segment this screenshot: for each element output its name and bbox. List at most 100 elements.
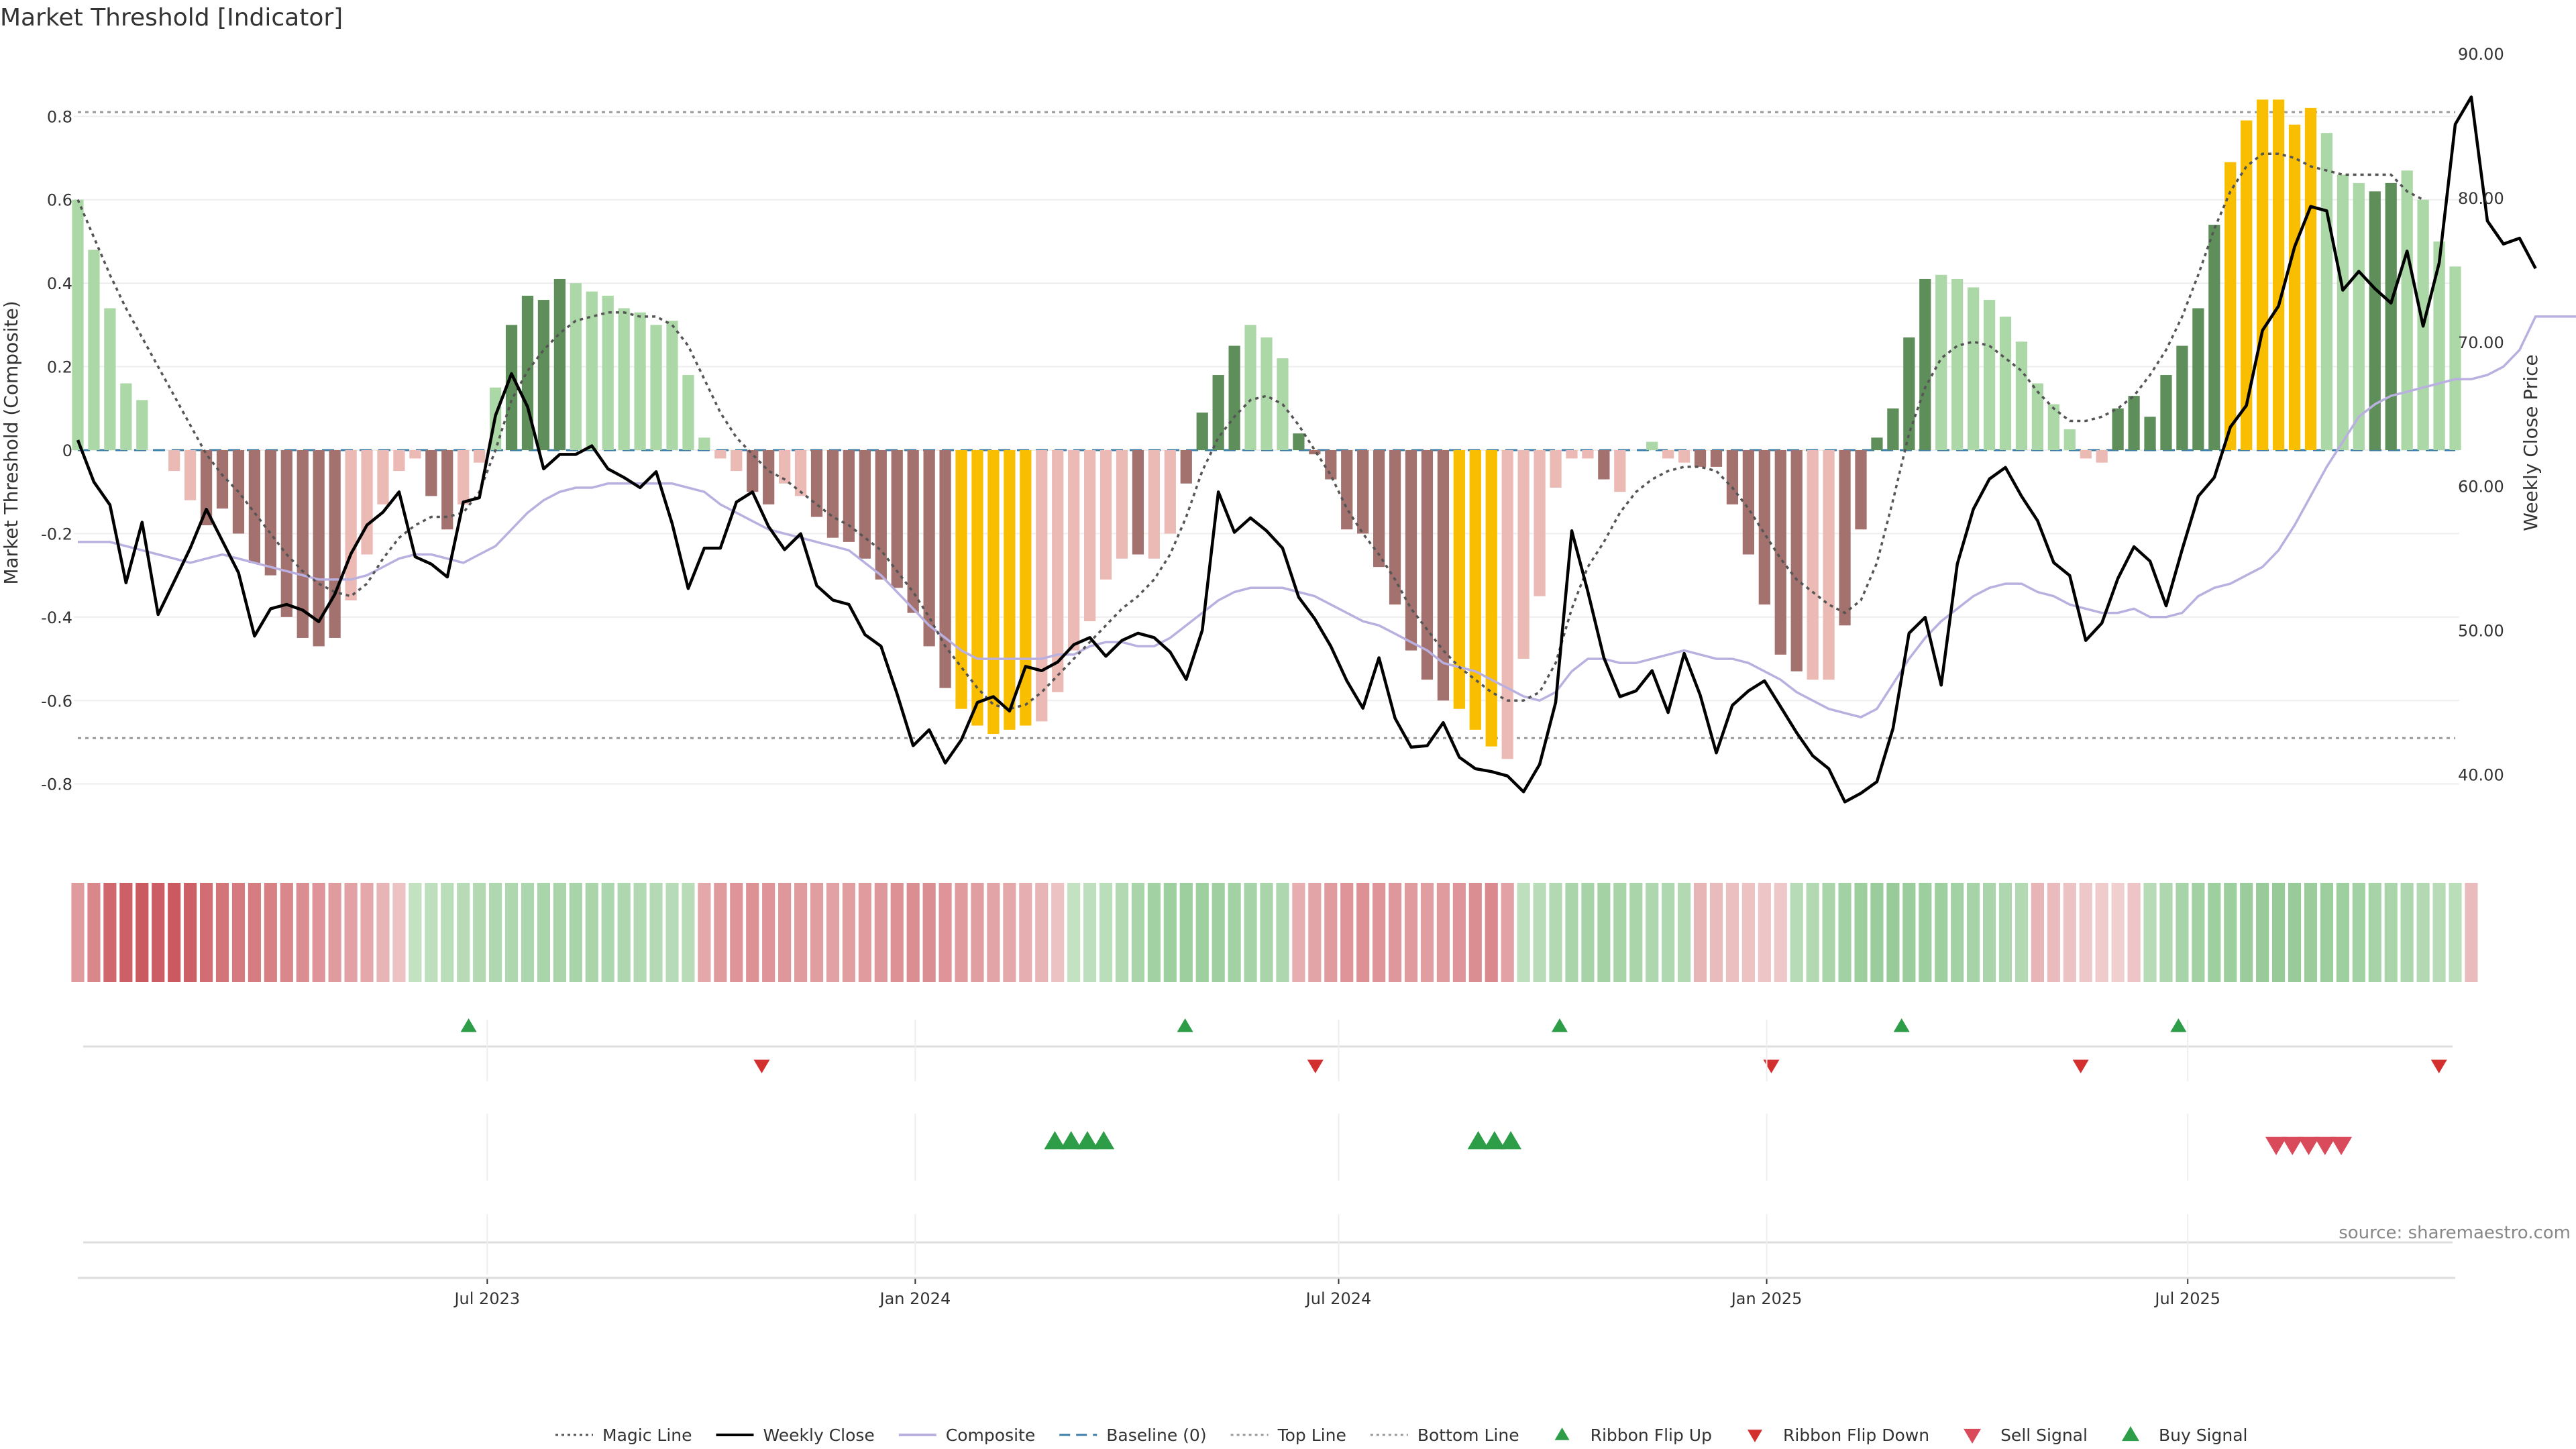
histogram-bar: [1084, 450, 1095, 621]
ribbon-cell: [2449, 883, 2461, 982]
ribbon-cell: [441, 883, 453, 982]
ribbon-cell: [1581, 883, 1594, 982]
histogram-bar: [1550, 450, 1561, 488]
ribbon-cell: [2176, 883, 2188, 982]
ribbon-cell: [1678, 883, 1690, 982]
histogram-bar: [1807, 450, 1819, 680]
ribbon-cell: [1485, 883, 1498, 982]
ribbon-cell: [1276, 883, 1289, 982]
histogram-bar: [1678, 450, 1690, 463]
ribbon-cell: [1902, 883, 1915, 982]
ribbon-cell: [1565, 883, 1578, 982]
ribbon-cell: [1597, 883, 1610, 982]
ribbon-cell: [1356, 883, 1369, 982]
ribbon-cell: [2320, 883, 2333, 982]
ribbon-cell: [1116, 883, 1128, 982]
histogram-bar: [1614, 450, 1625, 492]
ribbon-cell: [232, 883, 245, 982]
ribbon-cell: [1886, 883, 1899, 982]
ribbon-cell: [152, 883, 164, 982]
histogram-bar: [393, 450, 405, 471]
ribbon-cell: [955, 883, 967, 982]
ribbon-cell: [2337, 883, 2349, 982]
histogram-bar: [1470, 450, 1481, 730]
x-tick-label: Jul 2024: [1305, 1289, 1372, 1308]
ribbon-cell: [2272, 883, 2285, 982]
y-left-tick-label: -0.2: [41, 525, 72, 543]
legend-swatch: [1555, 1428, 1570, 1440]
y-left-tick-label: -0.6: [41, 692, 72, 710]
histogram-bar: [2224, 162, 2236, 450]
ribbon-cell: [537, 883, 550, 982]
ribbon-cell: [1212, 883, 1225, 982]
ribbon-cell: [473, 883, 486, 982]
ribbon-cell: [2224, 883, 2237, 982]
histogram-bar: [1228, 345, 1240, 450]
legend-item: Baseline (0): [1059, 1426, 1206, 1445]
ribbon-cell: [762, 883, 775, 982]
histogram-bar: [2449, 266, 2461, 450]
ribbon-flip-down-marker: [1307, 1060, 1324, 1073]
histogram-bar: [2016, 341, 2027, 450]
ribbon-cell: [1340, 883, 1353, 982]
ribbon-panel: [71, 883, 2477, 982]
ribbon-cell: [2063, 883, 2076, 982]
histogram-bar: [714, 450, 726, 458]
ribbon-cell: [136, 883, 148, 982]
ribbon-cell: [1003, 883, 1016, 982]
ribbon-cell: [875, 883, 888, 982]
histogram-bar: [1341, 450, 1352, 529]
ribbon-cell: [248, 883, 261, 982]
histogram-bar: [2289, 125, 2300, 450]
histogram-bar: [120, 383, 131, 450]
histogram-bar: [2160, 375, 2171, 450]
ribbon-cell: [2128, 883, 2141, 982]
histogram-bar: [1598, 450, 1609, 480]
ribbon-cell: [2401, 883, 2414, 982]
y-right-tick-label: 50.00: [2458, 622, 2504, 641]
legend-label: Composite: [946, 1426, 1035, 1445]
ribbon-cell: [1180, 883, 1193, 982]
ribbon-cell: [923, 883, 936, 982]
ribbon-cell: [1051, 883, 1064, 982]
histogram-bar: [1325, 450, 1336, 480]
legend-item: Bottom Line: [1371, 1426, 1519, 1445]
histogram-bar: [1454, 450, 1465, 709]
histogram-bar: [136, 400, 148, 450]
histogram-bar: [1839, 450, 1850, 625]
legend-swatch: [2122, 1426, 2139, 1441]
histogram-bar: [361, 450, 372, 555]
histogram-bar: [2064, 429, 2076, 450]
histogram-bar: [1181, 450, 1192, 484]
ribbon-cell: [553, 883, 566, 982]
ribbon-flip-down-marker: [2073, 1060, 2089, 1073]
y-axis-left-label: Market Threshold (Composite): [0, 301, 22, 584]
histogram-bar: [1036, 450, 1047, 721]
y-axis-right-label: Weekly Close Price: [2520, 354, 2542, 531]
ribbon-cell: [570, 883, 582, 982]
ribbon-cell: [87, 883, 100, 982]
ribbon-cell: [1613, 883, 1626, 982]
ribbon-cell: [71, 883, 84, 982]
ribbon-cell: [1019, 883, 1032, 982]
ribbon-cell: [2159, 883, 2172, 982]
right-axis-ticks: 40.0050.0060.0070.0080.0090.00: [2458, 45, 2504, 785]
ribbon-cell: [1373, 883, 1385, 982]
ribbon-cell: [843, 883, 855, 982]
histogram-bar: [1244, 325, 1256, 450]
ribbon-cell: [2240, 883, 2253, 982]
ribbon-cell: [1549, 883, 1562, 982]
histogram-bar: [698, 437, 710, 450]
ribbon-cell: [2080, 883, 2092, 982]
histogram-bar: [1534, 450, 1545, 596]
y-right-tick-label: 70.00: [2458, 333, 2504, 352]
ribbon-cell: [1308, 883, 1321, 982]
histogram-bar: [747, 450, 758, 492]
ribbon-cell: [200, 883, 213, 982]
histogram-bar: [682, 375, 694, 450]
histogram-bar: [1582, 450, 1593, 458]
left-axis-ticks: -0.8-0.6-0.4-0.200.20.40.60.8: [41, 107, 72, 794]
ribbon-cell: [505, 883, 518, 982]
ribbon-cell: [1870, 883, 1883, 982]
ribbon-cell: [2031, 883, 2044, 982]
